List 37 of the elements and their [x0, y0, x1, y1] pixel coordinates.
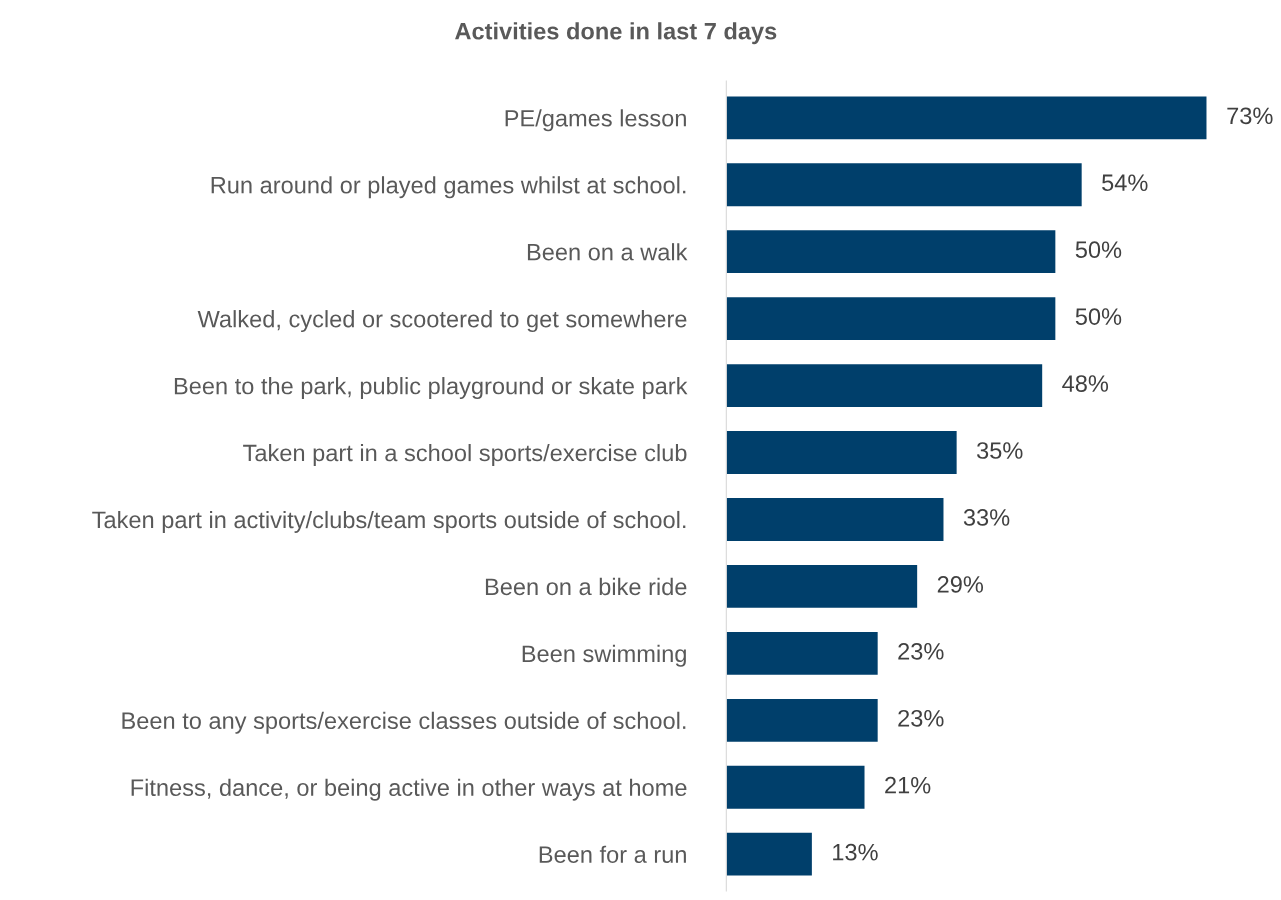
bar — [726, 765, 865, 809]
bar — [726, 431, 957, 474]
y-tick-label: Walked, cycled or scootered to get somewhere — [197, 310, 687, 333]
y-tick-label: Been on a bike ride — [485, 577, 687, 596]
y-tick-label: Been swimming — [522, 644, 686, 667]
bar — [726, 230, 1056, 274]
y-tick-label: PE/games lesson — [505, 109, 686, 132]
data-label: 23% — [898, 709, 944, 727]
y-tick-label: Been on a walk — [527, 243, 688, 261]
y-tick-label: Taken part in a school sports/exercise club — [243, 443, 687, 466]
data-label: 54% — [1102, 174, 1148, 192]
bar — [726, 698, 878, 742]
data-label: 29% — [937, 576, 984, 593]
chart-title: Activities done in last 7 days — [455, 22, 777, 45]
data-label: 13% — [833, 843, 878, 861]
data-label: 33% — [963, 509, 1010, 526]
data-label: 21% — [885, 776, 931, 794]
y-tick-label: Fitness, dance, or being active in other ways at home — [131, 778, 687, 801]
y-tick-label: Been to the park, public playground or skate park — [174, 377, 688, 400]
data-label: 50% — [1075, 308, 1122, 325]
data-label: 23% — [898, 642, 944, 660]
bar — [726, 498, 944, 541]
bar — [726, 564, 918, 608]
y-tick-label: Run around or played games whilst at school. — [211, 176, 686, 199]
bar — [726, 297, 1056, 341]
bar — [726, 832, 812, 876]
bar — [726, 631, 878, 675]
data-label: 50% — [1075, 241, 1122, 259]
y-tick-label: Taken part in activity/clubs/team sports outside of school. — [92, 510, 686, 533]
data-label: 35% — [976, 442, 1023, 459]
bar — [726, 364, 1043, 408]
bar — [726, 163, 1082, 207]
y-tick-label: Been to any sports/exercise classes outside of school. — [122, 711, 686, 734]
y-tick-label: Been for a run — [539, 845, 686, 863]
data-label: 48% — [1062, 375, 1109, 392]
data-label: 73% — [1227, 107, 1273, 125]
bar — [726, 96, 1207, 140]
